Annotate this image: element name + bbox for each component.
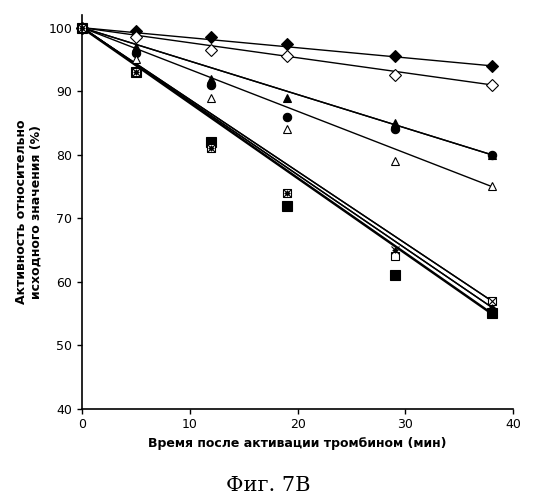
Text: Фиг. 7В: Фиг. 7В <box>226 476 310 495</box>
Y-axis label: Активность относительно
исходного значения (%): Активность относительно исходного значен… <box>15 120 43 304</box>
X-axis label: Время после активации тромбином (мин): Время после активации тромбином (мин) <box>148 437 447 450</box>
